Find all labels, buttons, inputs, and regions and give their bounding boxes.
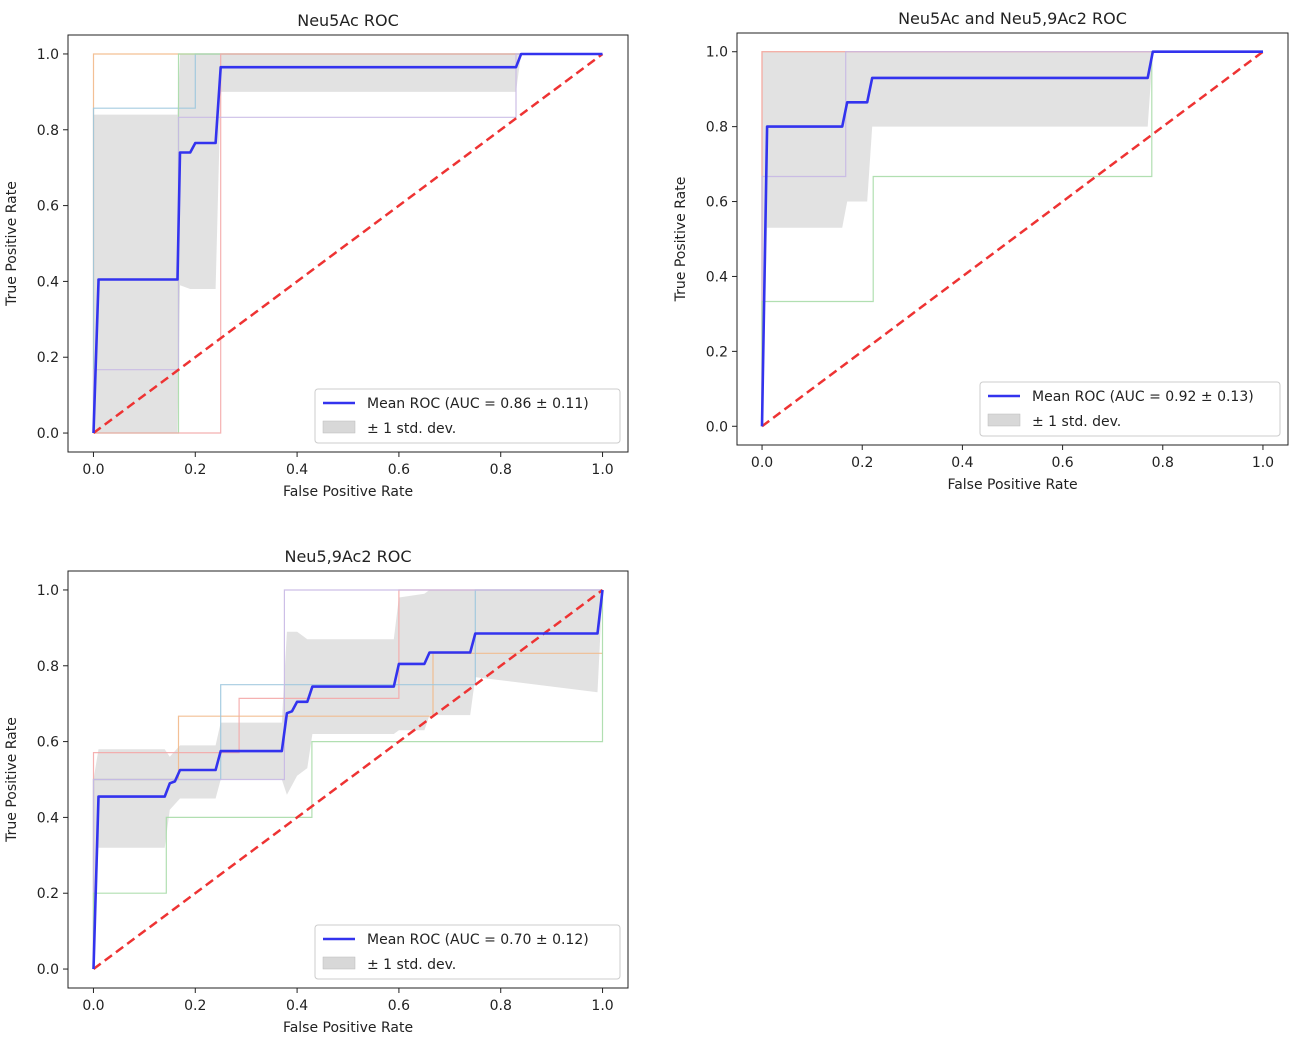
roc-subplot: 0.0 0.2 0.4 0.6 0.8 1.0 0.0 0.2 0.4 0.6 0.8 1.0 Neu5…: [4, 547, 629, 1036]
y-tick-label: 1.0: [706, 45, 728, 61]
y-axis-label: True Positive Rate: [4, 181, 20, 307]
legend: Mean ROC (AUC = 0.70 ± 0.12) ± 1 std. dev…: [314, 924, 621, 980]
y-tick-label: 0.6: [37, 735, 59, 751]
x-tick-label: 0.0: [751, 455, 773, 471]
y-tick-label: 0.6: [706, 195, 728, 211]
y-tick-label: 0.4: [706, 269, 728, 285]
legend-mean-label: Mean ROC (AUC = 0.92 ± 0.13): [1032, 389, 1254, 405]
y-tick-label: 0.0: [37, 426, 59, 442]
x-tick-label: 0.0: [82, 462, 104, 478]
x-axis-label: False Positive Rate: [283, 1020, 413, 1036]
x-tick-label: 0.4: [286, 998, 308, 1014]
fold-roc-line: [761, 51, 1263, 427]
chance-line: [761, 50, 1264, 428]
x-tick-label: 0.0: [82, 998, 104, 1014]
legend-std-swatch: [322, 420, 356, 434]
std-band: [762, 51, 1263, 427]
legend-std-label: ± 1 std. dev.: [1032, 414, 1121, 430]
fold-roc-line: [92, 590, 604, 969]
legend-std-swatch: [322, 956, 356, 970]
axes-frame: [67, 34, 629, 453]
chart-title: Neu5Ac and Neu5,9Ac2 ROC: [898, 9, 1127, 28]
chance-line: [92, 588, 604, 971]
y-tick-label: 0.0: [37, 962, 59, 978]
y-tick-label: 0.4: [37, 810, 59, 826]
fold-roc-line: [92, 589, 603, 969]
x-tick-label: 0.6: [1051, 455, 1073, 471]
legend: Mean ROC (AUC = 0.92 ± 0.13) ± 1 std. dev…: [979, 381, 1281, 437]
x-tick-label: 1.0: [1252, 455, 1274, 471]
legend-box: [314, 388, 621, 444]
x-tick-label: 1.0: [591, 998, 613, 1014]
legend-std-label: ± 1 std. dev.: [367, 957, 456, 973]
y-tick-label: 0.8: [37, 123, 59, 139]
y-tick-label: 0.8: [706, 120, 728, 136]
y-tick-label: 0.0: [706, 419, 728, 435]
x-tick-label: 0.2: [851, 455, 873, 471]
roc-subplot: 0.0 0.2 0.4 0.6 0.8 1.0 0.0 0.2 0.4 0.6 0.8 1.0 Neu5…: [673, 9, 1289, 493]
x-tick-label: 0.8: [490, 462, 512, 478]
x-axis-label: False Positive Rate: [283, 484, 413, 500]
y-tick-label: 0.4: [37, 274, 59, 290]
fold-roc-line: [93, 53, 603, 434]
y-tick-label: 0.2: [37, 350, 59, 366]
x-axis-label: False Positive Rate: [947, 477, 1077, 493]
x-tick-label: 0.4: [951, 455, 973, 471]
y-tick-label: 1.0: [37, 47, 59, 63]
y-tick-label: 0.2: [37, 886, 59, 902]
x-tick-label: 0.8: [490, 998, 512, 1014]
roc-subplot: 0.0 0.2 0.4 0.6 0.8 1.0 0.0 0.2 0.4 0.6 0.8 1.0 Neu5…: [4, 11, 629, 500]
mean-roc-line: [760, 50, 1263, 427]
x-tick-label: 0.2: [184, 998, 206, 1014]
y-tick-label: 0.6: [37, 199, 59, 215]
fold-roc-line: [92, 53, 603, 433]
y-tick-label: 0.2: [706, 344, 728, 360]
chance-line: [92, 52, 604, 435]
legend-box: [314, 924, 621, 980]
x-tick-label: 0.2: [184, 462, 206, 478]
y-axis-label: True Positive Rate: [673, 177, 689, 303]
x-tick-label: 0.6: [388, 462, 410, 478]
y-tick-label: 0.8: [37, 659, 59, 675]
legend-mean-label: Mean ROC (AUC = 0.86 ± 0.11): [367, 396, 589, 412]
mean-roc-line: [92, 589, 604, 970]
chart-title: Neu5,9Ac2 ROC: [284, 547, 411, 566]
x-tick-label: 0.4: [286, 462, 308, 478]
y-tick-label: 1.0: [37, 583, 59, 599]
x-tick-label: 0.8: [1152, 455, 1174, 471]
chart-title: Neu5Ac ROC: [297, 11, 399, 30]
legend-std-swatch: [987, 413, 1021, 427]
y-axis-label: True Positive Rate: [4, 717, 20, 843]
x-tick-label: 0.6: [388, 998, 410, 1014]
axes-frame: [67, 570, 629, 989]
axes-frame: [736, 32, 1289, 446]
legend-std-label: ± 1 std. dev.: [367, 421, 456, 437]
mean-roc-line: [92, 52, 603, 434]
legend: Mean ROC (AUC = 0.86 ± 0.11) ± 1 std. dev…: [314, 388, 621, 444]
legend-box: [979, 381, 1281, 437]
x-tick-label: 1.0: [591, 462, 613, 478]
legend-mean-label: Mean ROC (AUC = 0.70 ± 0.12): [367, 932, 589, 948]
